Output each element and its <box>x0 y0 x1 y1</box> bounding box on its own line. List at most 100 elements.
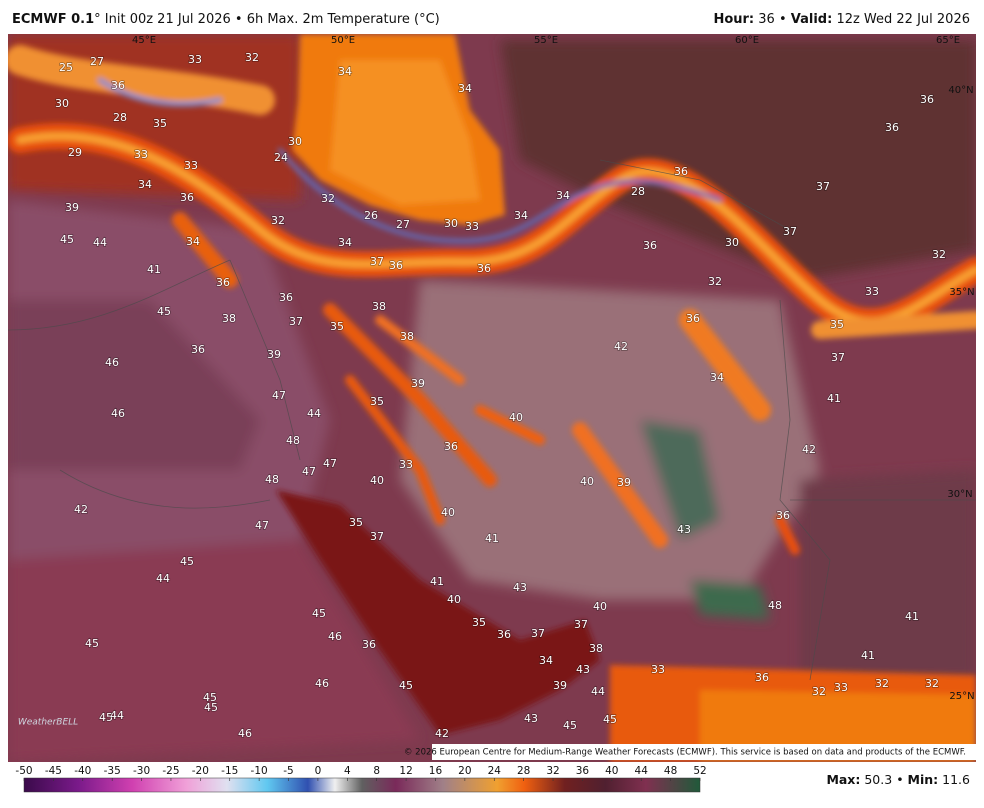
temp-label: 43 <box>524 712 538 725</box>
temp-label: 36 <box>477 262 491 275</box>
temp-label: 34 <box>138 178 152 191</box>
grid-label: 35°N <box>949 287 974 298</box>
temp-label: 33 <box>134 148 148 161</box>
grid-label: 30°N <box>947 489 972 500</box>
temp-label: 46 <box>238 727 252 740</box>
colorbar-tick-label: 0 <box>315 765 322 777</box>
temp-label: 48 <box>286 434 300 447</box>
temp-label: 36 <box>643 239 657 252</box>
temp-label: 44 <box>307 407 321 420</box>
temp-label: 35 <box>153 117 167 130</box>
temp-label: 34 <box>186 235 200 248</box>
temp-label: 37 <box>370 530 384 543</box>
temp-label: 43 <box>576 663 590 676</box>
temp-label: 45 <box>312 607 326 620</box>
temp-label: 43 <box>677 523 691 536</box>
temp-label: 40 <box>593 600 607 613</box>
colorbar-tick-label: -35 <box>104 765 121 777</box>
temp-label: 33 <box>651 663 665 676</box>
temp-label: 41 <box>485 532 499 545</box>
max-label: Max: <box>826 772 860 787</box>
temp-label: 33 <box>465 220 479 233</box>
colorbar-tick-label: -15 <box>221 765 238 777</box>
temp-label: 43 <box>513 581 527 594</box>
hour-value: 36 • <box>758 12 786 27</box>
temp-label: 35 <box>472 616 486 629</box>
temp-label: 44 <box>591 685 605 698</box>
temp-label: 36 <box>216 276 230 289</box>
temp-label: 45 <box>603 713 617 726</box>
colorbar-tick-label: -10 <box>251 765 268 777</box>
grid-label: 65°E <box>936 35 960 46</box>
colorbar-tick-label: 4 <box>344 765 351 777</box>
grid-label: 50°E <box>331 35 355 46</box>
temp-label: 32 <box>875 677 889 690</box>
temp-label: 44 <box>110 709 124 722</box>
temp-label: 36 <box>444 440 458 453</box>
temp-label: 36 <box>686 312 700 325</box>
temp-label: 35 <box>330 320 344 333</box>
temp-label: 42 <box>435 727 449 740</box>
temp-label: 34 <box>338 236 352 249</box>
temp-label: 45 <box>85 637 99 650</box>
temp-label: 41 <box>905 610 919 623</box>
temp-label: 45 <box>203 691 217 704</box>
colorbar-tick-label: 40 <box>605 765 618 777</box>
temp-label: 33 <box>834 681 848 694</box>
grid-label: 40°N <box>948 85 973 96</box>
temp-label: 36 <box>180 191 194 204</box>
temp-label: 32 <box>925 677 939 690</box>
colorbar-tick-label: 28 <box>517 765 530 777</box>
temp-label: 38 <box>400 330 414 343</box>
grid-label: 55°E <box>534 35 558 46</box>
temp-label: 37 <box>531 627 545 640</box>
hour-label: Hour: <box>713 12 754 27</box>
temp-label: 40 <box>441 506 455 519</box>
colorbar <box>23 777 701 793</box>
temp-label: 28 <box>113 111 127 124</box>
temp-label: 41 <box>827 392 841 405</box>
colorbar-tick-label: -20 <box>192 765 209 777</box>
temp-label: 35 <box>370 395 384 408</box>
temp-label: 27 <box>396 218 410 231</box>
temp-label: 37 <box>370 255 384 268</box>
colorbar-tick-label: 48 <box>664 765 677 777</box>
credit: © 2026 European Centre for Medium-Range … <box>404 748 966 758</box>
footer-maxmin: Max: 50.3 • Min: 11.6 <box>826 772 970 787</box>
temp-label: 30 <box>288 135 302 148</box>
temp-label: 37 <box>783 225 797 238</box>
temp-label: 47 <box>302 465 316 478</box>
colorbar-tick-label: 20 <box>458 765 471 777</box>
min-label: Min: <box>908 772 939 787</box>
title: ° Init 00z 21 Jul 2026 • 6h Max. 2m Temp… <box>94 12 440 27</box>
grid-label: 45°E <box>132 35 156 46</box>
temp-label: 45 <box>99 711 113 724</box>
temp-label: 37 <box>831 351 845 364</box>
temp-label: 36 <box>776 509 790 522</box>
temp-label: 36 <box>885 121 899 134</box>
temp-label: 40 <box>447 593 461 606</box>
temp-label: 45 <box>157 305 171 318</box>
temp-label: 45 <box>204 701 218 714</box>
temp-label: 36 <box>755 671 769 684</box>
temp-label: 36 <box>111 79 125 92</box>
temp-label: 32 <box>271 214 285 227</box>
temp-label: 34 <box>556 189 570 202</box>
temp-label: 45 <box>399 679 413 692</box>
valid-value: 12z Wed 22 Jul 2026 <box>836 12 970 27</box>
colorbar-tick-label: 32 <box>546 765 559 777</box>
temp-label: 27 <box>90 55 104 68</box>
temp-label: 42 <box>74 503 88 516</box>
temp-label: 40 <box>509 411 523 424</box>
temp-label: 35 <box>830 318 844 331</box>
temp-label: 35 <box>349 516 363 529</box>
temp-label: 39 <box>411 377 425 390</box>
temp-label: 26 <box>364 209 378 222</box>
temp-label: 40 <box>370 474 384 487</box>
temp-label: 38 <box>589 642 603 655</box>
header-valid: Hour: 36 • Valid: 12z Wed 22 Jul 2026 <box>713 12 970 27</box>
temp-label: 32 <box>245 51 259 64</box>
temp-label: 42 <box>614 340 628 353</box>
temp-label: 32 <box>812 685 826 698</box>
temp-label: 37 <box>816 180 830 193</box>
